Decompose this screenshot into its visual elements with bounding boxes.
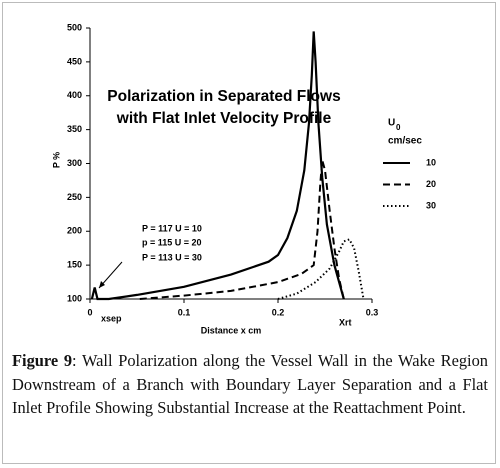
- caption-text: : Wall Polarization along the Vessel Wal…: [12, 351, 488, 417]
- annotation: p = 115 U = 20: [142, 237, 202, 247]
- annotation: P = 113 U = 30: [142, 252, 202, 262]
- y-tick-label: 350: [67, 124, 82, 134]
- annotation: P = 117 U = 10: [142, 223, 202, 233]
- chart-title: Polarization in Separated Flows: [107, 88, 340, 105]
- legend-label: 10: [426, 157, 436, 167]
- y-axis-title: P %: [51, 152, 61, 168]
- legend-title: cm/sec: [388, 136, 422, 147]
- x-tick-label: 0.1: [178, 307, 191, 317]
- y-tick-label: 200: [67, 226, 82, 236]
- y-tick-label: 400: [67, 90, 82, 100]
- x-tick-label: 0: [87, 307, 92, 317]
- y-tick-label: 100: [67, 293, 82, 303]
- annotation-arrowhead: [99, 281, 105, 288]
- legend-title: U: [388, 118, 395, 129]
- chart: Polarization in Separated Flows with Fla…: [51, 22, 436, 335]
- x-tick-label: 0.2: [272, 307, 285, 317]
- y-tick-label: 150: [67, 260, 82, 270]
- x-tick-label: 0.3: [366, 307, 379, 317]
- series-line: [90, 31, 345, 301]
- caption-label: Figure 9: [12, 351, 73, 370]
- y-tick-label: 450: [67, 56, 82, 66]
- caption: Figure 9: Wall Polarization along the Ve…: [12, 349, 488, 420]
- y-tick-label: 500: [67, 22, 82, 32]
- legend-label: 20: [426, 179, 436, 189]
- figure-frame: [2, 2, 496, 464]
- legend-title-subscript: 0: [396, 123, 401, 132]
- chart-title: with Flat Inlet Velocity Profile: [116, 110, 332, 127]
- y-tick-label: 250: [67, 192, 82, 202]
- legend-label: 30: [426, 200, 436, 210]
- series-line: [277, 238, 365, 300]
- y-tick-label: 300: [67, 158, 82, 168]
- x-axis-title: Distance x cm: [201, 325, 262, 335]
- series-line: [139, 159, 345, 300]
- marker-label: xsep: [101, 313, 122, 323]
- marker-label: Xrt: [339, 317, 352, 327]
